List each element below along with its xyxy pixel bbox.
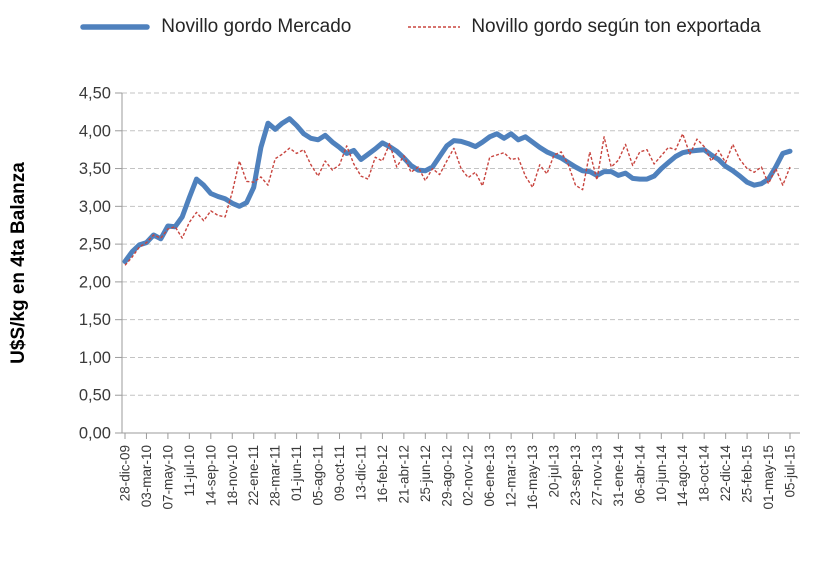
x-axis-tick-label: 22-dic-14 bbox=[718, 445, 733, 502]
x-axis-tick-label: 07-may-10 bbox=[160, 445, 175, 510]
legend-dotted-line-icon bbox=[408, 26, 461, 28]
x-axis-tick-label: 16-feb-12 bbox=[375, 445, 390, 503]
x-axis-tick-label: 06-ene-13 bbox=[482, 445, 497, 507]
x-axis-tick-label: 31-ene-14 bbox=[611, 445, 626, 507]
x-axis-tick-label: 09-oct-11 bbox=[332, 445, 347, 501]
x-axis-tick-label: 21-abr-12 bbox=[396, 445, 411, 504]
legend-item-mercado[interactable]: Novillo gordo Mercado bbox=[79, 16, 351, 38]
y-axis-tick-label: 3,50 bbox=[79, 160, 111, 178]
y-axis-title: U$S/kg en 4ta Balanza bbox=[8, 162, 29, 364]
x-axis-tick-label: 05-jul-15 bbox=[783, 445, 798, 498]
x-axis-tick-label: 14-ago-14 bbox=[675, 445, 690, 507]
x-axis-tick-label: 20-jul-13 bbox=[547, 445, 562, 498]
x-axis-tick-label: 22-ene-11 bbox=[246, 445, 261, 506]
x-axis-tick-label: 06-abr-14 bbox=[632, 445, 647, 504]
y-axis-tick-label: 0,50 bbox=[79, 387, 111, 405]
y-axis-tick-label: 2,00 bbox=[79, 273, 111, 291]
x-axis-tick-label: 10-jun-14 bbox=[654, 445, 669, 503]
x-axis-tick-label: 14-sep-10 bbox=[203, 445, 218, 506]
y-axis-tick-label: 2,50 bbox=[79, 236, 111, 254]
series-line-mercado bbox=[122, 116, 793, 264]
x-axis-tick-label: 27-nov-13 bbox=[589, 445, 604, 506]
series-line-exportada bbox=[124, 133, 791, 266]
y-axis-tick-label: 1,50 bbox=[79, 311, 111, 329]
x-axis-tick-label: 03-mar-10 bbox=[139, 445, 154, 507]
x-axis-tick-label: 05-ago-11 bbox=[311, 445, 326, 506]
x-axis-tick-label: 02-nov-12 bbox=[461, 445, 476, 506]
x-axis-tick-label: 23-sep-13 bbox=[568, 445, 583, 506]
x-axis-tick-label: 25-jun-12 bbox=[418, 445, 433, 502]
x-axis-tick-label: 16-may-13 bbox=[525, 445, 540, 510]
x-axis-tick-label: 12-mar-13 bbox=[504, 445, 519, 507]
x-axis-tick-label: 28-dic-09 bbox=[118, 445, 133, 501]
x-axis-tick-label: 28-mar-11 bbox=[268, 445, 283, 506]
x-axis-tick-label: 18-oct-14 bbox=[697, 445, 712, 503]
legend-solid-line-icon bbox=[80, 24, 150, 30]
legend-label-mercado: Novillo gordo Mercado bbox=[161, 16, 352, 37]
y-axis-tick-label: 3,00 bbox=[79, 198, 111, 216]
legend: Novillo gordo Mercado Novillo gordo segú… bbox=[0, 16, 840, 38]
y-axis-tick-label: 4,50 bbox=[79, 85, 111, 103]
x-axis-tick-label: 01-may-15 bbox=[761, 445, 776, 510]
y-axis-tick-label: 0,00 bbox=[79, 425, 111, 443]
y-axis-tick-label: 4,00 bbox=[79, 122, 111, 140]
x-axis-tick-label: 13-dic-11 bbox=[353, 445, 368, 500]
legend-label-exportada: Novillo gordo según ton exportada bbox=[471, 16, 761, 37]
legend-item-exportada[interactable]: Novillo gordo según ton exportada bbox=[407, 16, 761, 38]
x-axis-tick-label: 29-ago-12 bbox=[439, 445, 454, 507]
x-axis-tick-label: 18-nov-10 bbox=[225, 445, 240, 506]
x-axis-tick-label: 25-feb-15 bbox=[740, 445, 755, 503]
x-axis-tick-label: 01-jun-11 bbox=[289, 445, 304, 501]
y-axis-tick-label: 1,00 bbox=[79, 349, 111, 367]
x-axis-tick-label: 11-jul-10 bbox=[182, 445, 197, 497]
